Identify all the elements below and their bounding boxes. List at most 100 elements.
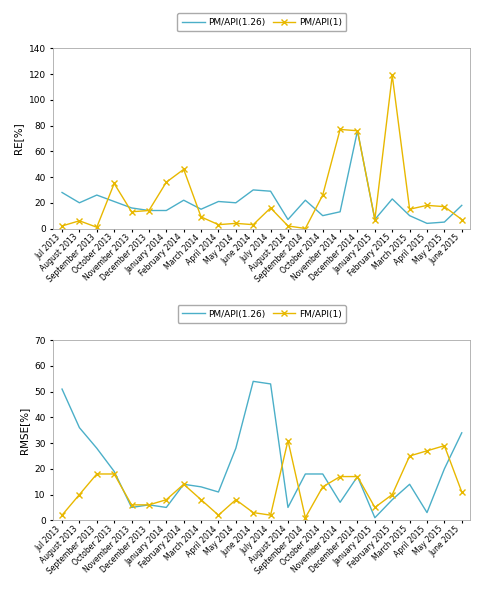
PM/API(1) xyxy=(146,207,151,214)
FM/API(1) xyxy=(59,511,65,518)
PM/API(1.26) xyxy=(232,199,238,206)
FM/API(1) xyxy=(232,496,238,503)
FM/API(1) xyxy=(406,453,412,460)
FM/API(1) xyxy=(146,501,151,508)
PM/API(1) xyxy=(198,214,204,221)
Legend: PM/API(1.26), FM/API(1): PM/API(1.26), FM/API(1) xyxy=(177,305,346,323)
FM/API(1) xyxy=(336,473,342,480)
PM/API(1) xyxy=(336,126,342,133)
PM/API(1) xyxy=(94,224,100,231)
Line: PM/API(1.26): PM/API(1.26) xyxy=(62,131,461,223)
PM/API(1.26) xyxy=(198,483,204,491)
PM/API(1.26) xyxy=(146,207,151,214)
PM/API(1) xyxy=(181,166,186,173)
PM/API(1.26) xyxy=(163,207,169,214)
PM/API(1.26) xyxy=(336,499,342,506)
FM/API(1) xyxy=(76,491,82,498)
PM/API(1) xyxy=(111,180,117,187)
PM/API(1.26) xyxy=(423,509,429,516)
PM/API(1.26) xyxy=(440,465,446,473)
PM/API(1.26) xyxy=(111,198,117,205)
PM/API(1.26) xyxy=(458,429,464,436)
PM/API(1) xyxy=(319,191,325,198)
PM/API(1.26) xyxy=(354,473,360,480)
PM/API(1) xyxy=(389,72,394,79)
PM/API(1.26) xyxy=(354,127,360,134)
FM/API(1) xyxy=(319,483,325,491)
PM/API(1.26) xyxy=(215,198,221,205)
PM/API(1.26) xyxy=(59,385,65,393)
FM/API(1) xyxy=(285,437,290,444)
PM/API(1) xyxy=(76,217,82,224)
PM/API(1.26) xyxy=(94,445,100,452)
FM/API(1) xyxy=(458,488,464,495)
PM/API(1.26) xyxy=(406,212,412,219)
PM/API(1.26) xyxy=(250,186,256,194)
PM/API(1.26) xyxy=(267,381,273,388)
PM/API(1) xyxy=(406,206,412,213)
PM/API(1.26) xyxy=(319,212,325,219)
PM/API(1.26) xyxy=(302,470,308,477)
PM/API(1) xyxy=(285,222,290,229)
PM/API(1.26) xyxy=(371,216,377,223)
Legend: PM/API(1.26), PM/API(1): PM/API(1.26), PM/API(1) xyxy=(177,13,346,31)
PM/API(1) xyxy=(59,222,65,229)
PM/API(1.26) xyxy=(302,197,308,204)
FM/API(1) xyxy=(389,491,394,498)
PM/API(1.26) xyxy=(440,218,446,226)
PM/API(1.26) xyxy=(389,195,394,203)
FM/API(1) xyxy=(371,504,377,511)
PM/API(1) xyxy=(440,203,446,211)
FM/API(1) xyxy=(163,496,169,503)
PM/API(1) xyxy=(163,178,169,186)
PM/API(1.26) xyxy=(319,470,325,477)
Line: PM/API(1): PM/API(1) xyxy=(59,73,464,231)
PM/API(1.26) xyxy=(336,208,342,215)
PM/API(1.26) xyxy=(285,504,290,511)
FM/API(1) xyxy=(215,511,221,518)
PM/API(1.26) xyxy=(423,220,429,227)
PM/API(1.26) xyxy=(181,480,186,488)
Y-axis label: RMSE[%]: RMSE[%] xyxy=(18,407,29,454)
PM/API(1) xyxy=(458,216,464,223)
PM/API(1) xyxy=(354,127,360,134)
PM/API(1) xyxy=(267,204,273,212)
PM/API(1.26) xyxy=(128,204,134,212)
PM/API(1) xyxy=(250,221,256,228)
FM/API(1) xyxy=(302,514,308,522)
PM/API(1.26) xyxy=(94,191,100,198)
PM/API(1) xyxy=(371,216,377,223)
FM/API(1) xyxy=(354,473,360,480)
PM/API(1) xyxy=(302,225,308,232)
PM/API(1.26) xyxy=(371,514,377,522)
FM/API(1) xyxy=(440,442,446,450)
FM/API(1) xyxy=(423,447,429,454)
PM/API(1.26) xyxy=(215,488,221,495)
FM/API(1) xyxy=(250,509,256,516)
PM/API(1.26) xyxy=(163,504,169,511)
Line: PM/API(1.26): PM/API(1.26) xyxy=(62,381,461,518)
PM/API(1.26) xyxy=(111,468,117,475)
PM/API(1.26) xyxy=(406,480,412,488)
FM/API(1) xyxy=(128,501,134,508)
FM/API(1) xyxy=(198,496,204,503)
PM/API(1) xyxy=(423,201,429,209)
PM/API(1.26) xyxy=(267,188,273,195)
PM/API(1.26) xyxy=(146,501,151,508)
FM/API(1) xyxy=(111,470,117,477)
PM/API(1.26) xyxy=(232,445,238,452)
PM/API(1) xyxy=(232,220,238,227)
PM/API(1.26) xyxy=(76,424,82,431)
PM/API(1.26) xyxy=(128,504,134,511)
PM/API(1.26) xyxy=(198,206,204,213)
PM/API(1.26) xyxy=(285,216,290,223)
PM/API(1.26) xyxy=(76,199,82,206)
Y-axis label: RE[%]: RE[%] xyxy=(13,123,23,154)
PM/API(1.26) xyxy=(59,189,65,196)
PM/API(1.26) xyxy=(181,197,186,204)
FM/API(1) xyxy=(94,470,100,477)
FM/API(1) xyxy=(267,511,273,518)
PM/API(1) xyxy=(215,221,221,228)
Line: FM/API(1): FM/API(1) xyxy=(59,438,464,520)
FM/API(1) xyxy=(181,480,186,488)
